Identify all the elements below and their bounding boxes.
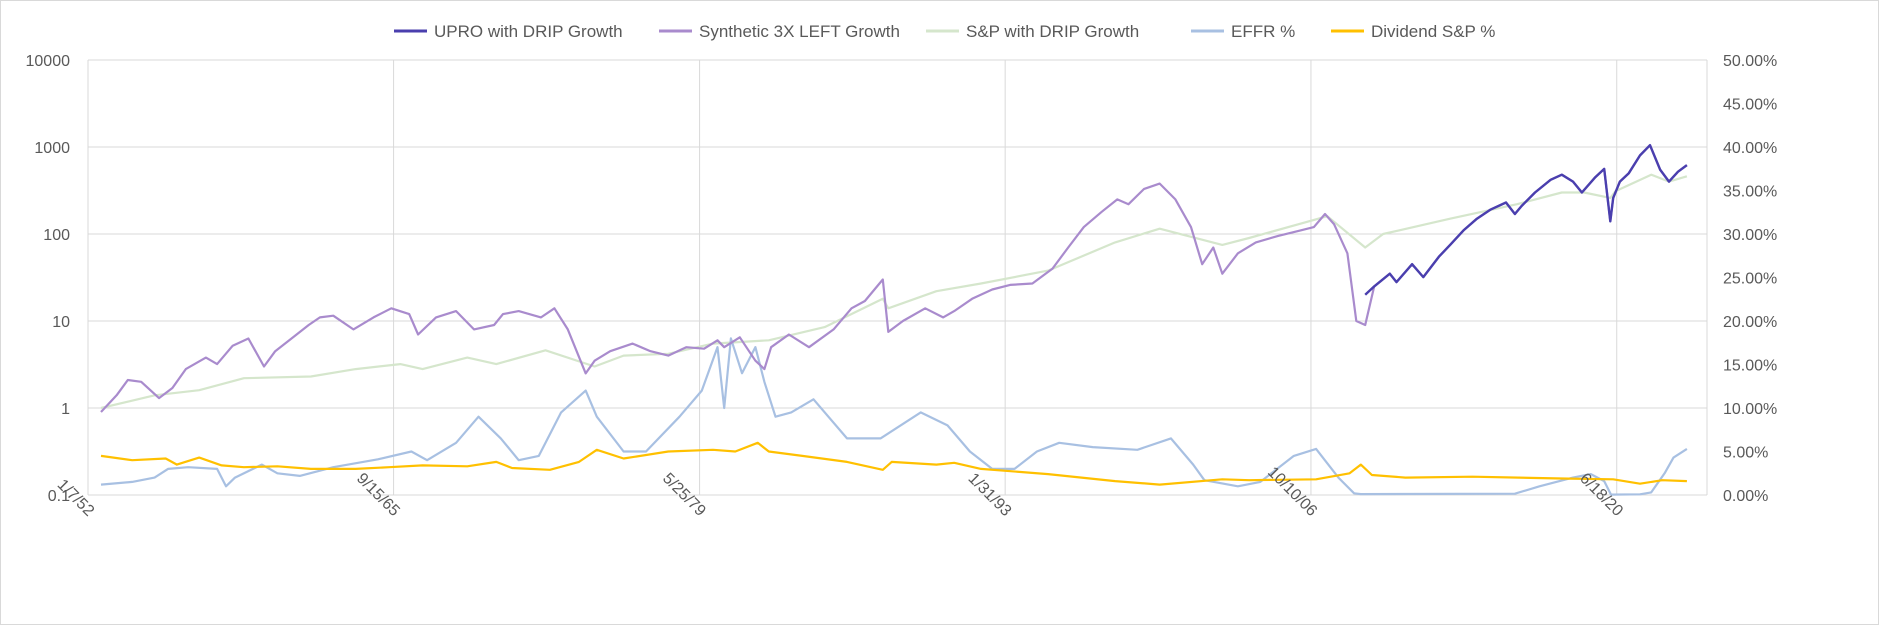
y-right-tick-label: 20.00% — [1723, 314, 1777, 331]
y-right-tick-label: 15.00% — [1723, 358, 1777, 375]
y-right-tick-label: 0.00% — [1723, 488, 1768, 505]
y-right-tick-label: 25.00% — [1723, 271, 1777, 288]
y-right-tick-label: 40.00% — [1723, 140, 1777, 157]
series-line-2 — [100, 173, 1688, 410]
y-left-tick-label: 10000 — [26, 53, 71, 70]
y-right-tick-label: 35.00% — [1723, 184, 1777, 201]
y-right-tick-label: 45.00% — [1723, 97, 1777, 114]
legend-label: EFFR % — [1231, 22, 1295, 41]
y-left-tick-label: 1 — [61, 401, 70, 418]
y-right-tick-label: 50.00% — [1723, 53, 1777, 70]
series-line-4 — [100, 441, 1687, 486]
legend: UPRO with DRIP Growth Synthetic 3X LEFT G… — [394, 22, 1495, 41]
grid-layer — [87, 59, 1708, 496]
y-left-tick-label: 1000 — [34, 140, 70, 157]
legend-label: Synthetic 3X LEFT Growth — [699, 22, 900, 41]
legend-label: UPRO with DRIP Growth — [434, 22, 623, 41]
y-left-tick-label: 10 — [52, 314, 70, 331]
y-left-tick-label: 0.1 — [48, 488, 70, 505]
y-right-tick-label: 10.00% — [1723, 401, 1777, 418]
series-line-0 — [1364, 143, 1688, 296]
legend-label: Dividend S&P % — [1371, 22, 1495, 41]
y-right-tick-label: 30.00% — [1723, 227, 1777, 244]
series-layer — [100, 143, 1688, 496]
y-right-tick-label: 5.00% — [1723, 445, 1768, 462]
y-left-tick-label: 100 — [43, 227, 70, 244]
legend-label: S&P with DRIP Growth — [966, 22, 1139, 41]
x-tick-label: 10/10/06 — [1264, 464, 1320, 520]
series-line-3 — [100, 337, 1688, 496]
